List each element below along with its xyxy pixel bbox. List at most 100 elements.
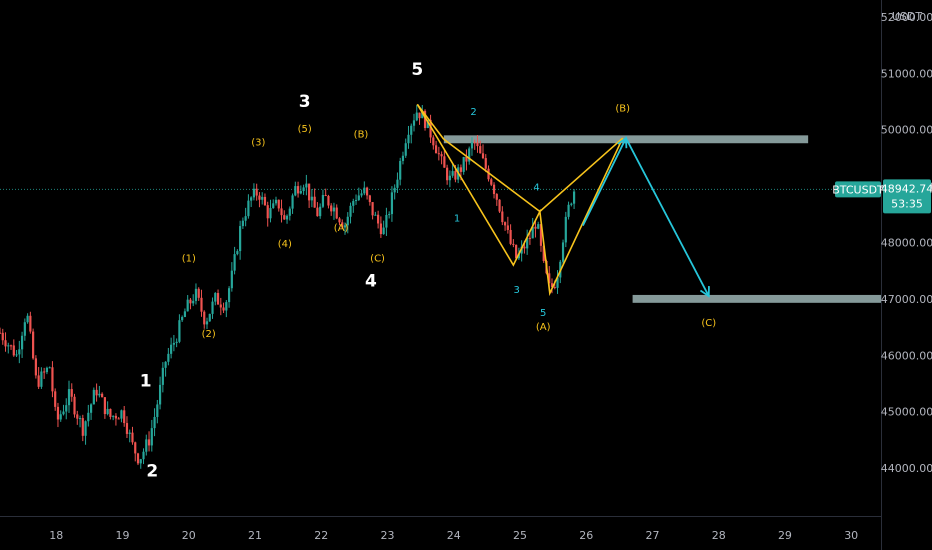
x-tick-label: 27 <box>645 529 659 542</box>
x-tick-label: 24 <box>447 529 461 542</box>
candle-body <box>476 142 479 147</box>
wave-label: 1 <box>140 371 152 391</box>
candle-body <box>396 179 399 188</box>
candle-body <box>263 196 267 206</box>
candle-body <box>73 396 76 415</box>
candle-body <box>89 404 93 413</box>
candle-body <box>236 251 239 255</box>
candle-body <box>473 142 476 144</box>
yellow-pattern-line <box>443 137 624 213</box>
candle-body <box>62 411 65 415</box>
candle-body <box>76 414 79 419</box>
wave-label: 4 <box>533 183 539 194</box>
candle-body <box>354 200 358 202</box>
candle-body <box>0 332 2 334</box>
candle-body <box>332 207 336 212</box>
x-axis: 18 19 20 21 22 23 24 25 26 27 28 29 30 <box>49 529 858 542</box>
x-tick-label: 25 <box>513 529 527 542</box>
candle-body <box>506 225 509 230</box>
candle-body <box>139 459 142 464</box>
candle-body <box>261 196 264 200</box>
candle-body <box>197 288 200 298</box>
candle-body <box>34 358 37 376</box>
candle-body <box>385 214 388 228</box>
x-tick-label: 21 <box>248 529 262 542</box>
wave-label: (A) <box>334 223 349 234</box>
candle-body <box>393 187 396 193</box>
candle-body <box>410 125 413 135</box>
candle-body <box>103 397 106 415</box>
candle-body <box>517 253 520 259</box>
candle-body <box>319 206 322 217</box>
wave-label: (4) <box>278 239 292 250</box>
candle-body <box>145 439 148 452</box>
candle-body <box>269 208 272 219</box>
candle-body <box>570 203 573 205</box>
candle-body <box>181 316 184 321</box>
candle-body <box>255 188 258 196</box>
candle-body <box>147 439 151 446</box>
currency-label: USDT <box>892 10 923 23</box>
candle-body <box>211 301 214 314</box>
candle-body <box>285 215 289 220</box>
wave-label: 4 <box>365 271 377 291</box>
wave-label: 2 <box>470 107 476 118</box>
candle-body <box>465 156 468 162</box>
candle-body <box>241 220 244 227</box>
candle-body <box>288 208 291 216</box>
candle-body <box>451 171 454 176</box>
candle-body <box>142 451 145 460</box>
candle-body <box>4 340 7 347</box>
candle-body <box>421 110 424 119</box>
candle-body <box>352 201 355 206</box>
plot-area[interactable]: 5 3 4 1 2 (B) (3) (5) (B) (A) (4) (C) (1) (2) (A) (C) 2 4… <box>0 60 881 482</box>
candle-body <box>1 332 4 341</box>
candle-body <box>222 307 225 311</box>
candle-body <box>567 204 570 217</box>
candle-body <box>418 112 421 119</box>
candle-body <box>564 216 567 243</box>
candle-body <box>247 200 250 217</box>
candle-body <box>233 254 236 271</box>
wave-label: 5 <box>540 308 546 319</box>
candle-body <box>114 415 118 419</box>
candle-body <box>443 156 446 168</box>
candle-body <box>87 412 90 422</box>
candle-body <box>434 145 438 154</box>
candle-body <box>167 353 170 362</box>
candle-body <box>407 134 410 144</box>
candle-body <box>128 432 131 434</box>
candle-body <box>153 416 156 429</box>
candle-body <box>65 405 68 412</box>
candle-body <box>291 195 294 209</box>
candle-body <box>390 192 394 215</box>
candle-body <box>454 171 457 180</box>
candle-body <box>308 183 311 201</box>
wave-label: (3) <box>251 137 265 148</box>
candle-body <box>382 227 385 235</box>
x-tick-label: 18 <box>49 529 63 542</box>
candle-body <box>509 229 512 244</box>
candle-body <box>250 197 253 201</box>
candle-body <box>368 195 371 203</box>
candle-body <box>305 183 308 188</box>
candle-body <box>429 119 432 138</box>
candle-body <box>59 414 62 420</box>
wave-label: 3 <box>513 285 519 296</box>
candle-body <box>134 442 137 454</box>
y-tick-label: 47000.00 <box>881 293 932 306</box>
price-tag: BTCUSDT 48942.74 53:35 <box>832 179 932 214</box>
candle-body <box>84 421 87 436</box>
candle-body <box>203 311 206 325</box>
candle-body <box>158 384 162 405</box>
candle-body <box>136 453 140 464</box>
pattern-layer <box>416 103 710 298</box>
candle-body <box>556 277 559 288</box>
candle-body <box>219 304 222 308</box>
wave-label: (2) <box>202 329 216 340</box>
candle-body <box>208 313 211 322</box>
candle-body <box>70 389 73 397</box>
candle-body <box>399 160 402 180</box>
